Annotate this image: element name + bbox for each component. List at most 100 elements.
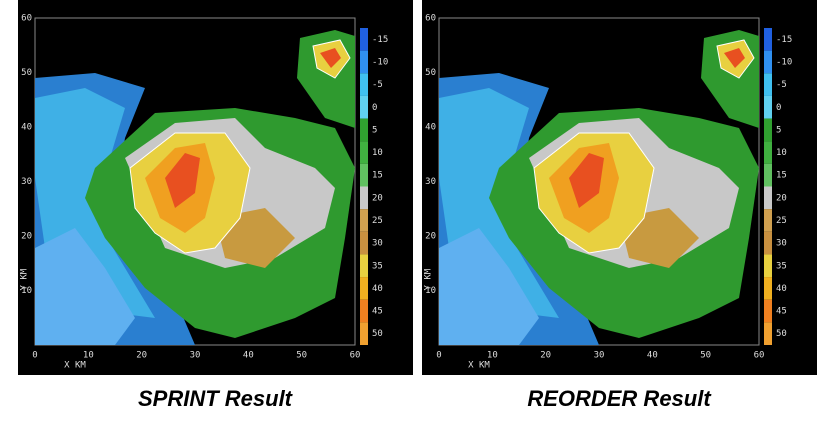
colorbar-label: 10 [372,148,383,158]
colorbar-label: 20 [776,193,787,203]
colorbar-label: 25 [372,216,383,226]
echo-region [439,228,539,345]
y-tick-label: 40 [425,123,436,133]
colorbar-swatch [360,299,368,323]
colorbar-swatch [360,231,368,255]
colorbar-swatch [360,277,368,300]
colorbar-swatch [360,28,368,51]
y-tick-label: 60 [425,14,436,24]
colorbar-label: 5 [372,125,377,135]
colorbar-label: 50 [372,329,383,339]
x-tick-label: 30 [594,351,605,361]
colorbar-label: 0 [776,103,781,113]
x-tick-label: 20 [540,351,551,361]
echo-region [35,228,135,345]
y-tick-label: 50 [425,68,436,78]
colorbar-label: -15 [776,35,792,45]
x-tick-label: 0 [436,351,441,361]
y-tick-label: 40 [21,123,32,133]
colorbar-swatch [360,141,368,164]
colorbar-label: 40 [372,284,383,294]
colorbar-label: 40 [776,284,787,294]
x-axis-label: X KM [64,361,86,371]
colorbar-label: 25 [776,216,787,226]
caption: REORDER Result [527,386,712,411]
colorbar-swatch [360,50,368,74]
colorbar-swatch [360,322,368,345]
x-tick-label: 10 [83,351,94,361]
colorbar-label: 45 [372,307,383,317]
x-tick-label: 40 [647,351,658,361]
caption: SPRINT Result [138,386,294,411]
x-tick-label: 20 [136,351,147,361]
colorbar-swatch [764,322,772,345]
colorbar-swatch [764,95,772,119]
colorbar-swatch [764,50,772,74]
colorbar-label: 35 [776,261,787,271]
x-tick-label: 10 [487,351,498,361]
y-tick-label: 60 [21,14,32,24]
colorbar-label: -5 [776,80,787,90]
colorbar-label: 0 [372,103,377,113]
colorbar-swatch [360,209,368,232]
y-axis-label: Y KM [424,268,434,290]
echo-region [320,48,341,68]
colorbar-label: -10 [372,57,388,67]
colorbar-swatch [360,163,368,187]
echo-region [569,153,604,208]
colorbar-label: 15 [776,171,787,181]
x-tick-label: 60 [754,351,765,361]
echo-region [165,153,200,208]
colorbar-label: 30 [776,239,787,249]
radar-image [34,17,356,346]
colorbar-swatch [764,254,772,278]
y-tick-label: 10 [425,286,436,296]
colorbar-swatch [764,141,772,164]
colorbar-label: -5 [372,80,383,90]
y-tick-label: 30 [21,177,32,187]
echo-region [724,48,745,68]
colorbar-swatch [764,299,772,323]
x-tick-label: 0 [32,351,37,361]
y-tick-label: 20 [425,232,436,242]
colorbar-swatch [360,73,368,96]
colorbar-swatch [764,231,772,255]
colorbar-swatch [360,254,368,278]
y-tick-label: 20 [21,232,32,242]
radar-image [438,17,760,346]
y-tick-label: 30 [425,177,436,187]
colorbar-label: 10 [776,148,787,158]
x-axis-label: X KM [468,361,490,371]
x-tick-label: 60 [350,351,361,361]
y-tick-label: 50 [21,68,32,78]
colorbar-swatch [360,186,368,210]
colorbar-label: 15 [372,171,383,181]
colorbar-label: 5 [776,125,781,135]
colorbar-swatch [764,277,772,300]
colorbar-label: 20 [372,193,383,203]
x-tick-label: 30 [190,351,201,361]
colorbar-label: 45 [776,307,787,317]
x-tick-label: 50 [700,351,711,361]
y-tick-label: 10 [21,286,32,296]
colorbar-swatch [764,186,772,210]
colorbar-swatch [764,118,772,142]
x-tick-label: 40 [243,351,254,361]
colorbar-swatch [764,73,772,96]
colorbar-swatch [360,95,368,119]
colorbar-label: -10 [776,57,792,67]
colorbar-label: 50 [776,329,787,339]
colorbar-swatch [764,28,772,51]
colorbar-swatch [360,118,368,142]
colorbar-swatch [764,209,772,232]
x-tick-label: 50 [296,351,307,361]
colorbar-label: 30 [372,239,383,249]
colorbar-label: 35 [372,261,383,271]
y-axis-label: Y KM [20,268,30,290]
colorbar-swatch [764,163,772,187]
colorbar-label: -15 [372,35,388,45]
